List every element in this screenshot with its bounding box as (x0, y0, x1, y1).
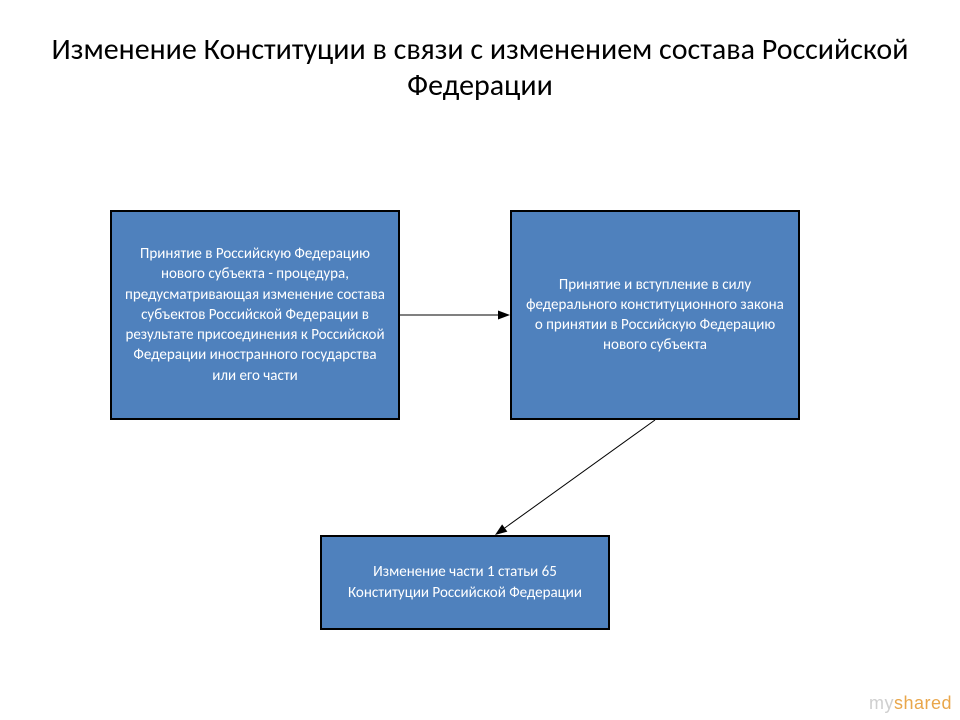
watermark-part2: shared (894, 693, 952, 713)
node-label: Принятие в Российскую Федерацию нового с… (122, 244, 388, 386)
node-label: Изменение части 1 статьи 65 Конституции … (332, 562, 598, 603)
watermark: myshared (869, 693, 952, 714)
slide-title: Изменение Конституции в связи с изменени… (0, 32, 960, 104)
edge-n1-n2 (385, 300, 525, 331)
watermark-part1: my (869, 693, 894, 713)
slide: Изменение Конституции в связи с изменени… (0, 0, 960, 720)
node-label: Принятие и вступление в силу федеральног… (522, 275, 788, 356)
node-federal-law: Принятие и вступление в силу федеральног… (510, 210, 800, 420)
node-new-subject-procedure: Принятие в Российскую Федерацию нового с… (110, 210, 400, 420)
edge-n2-n3 (480, 405, 670, 550)
